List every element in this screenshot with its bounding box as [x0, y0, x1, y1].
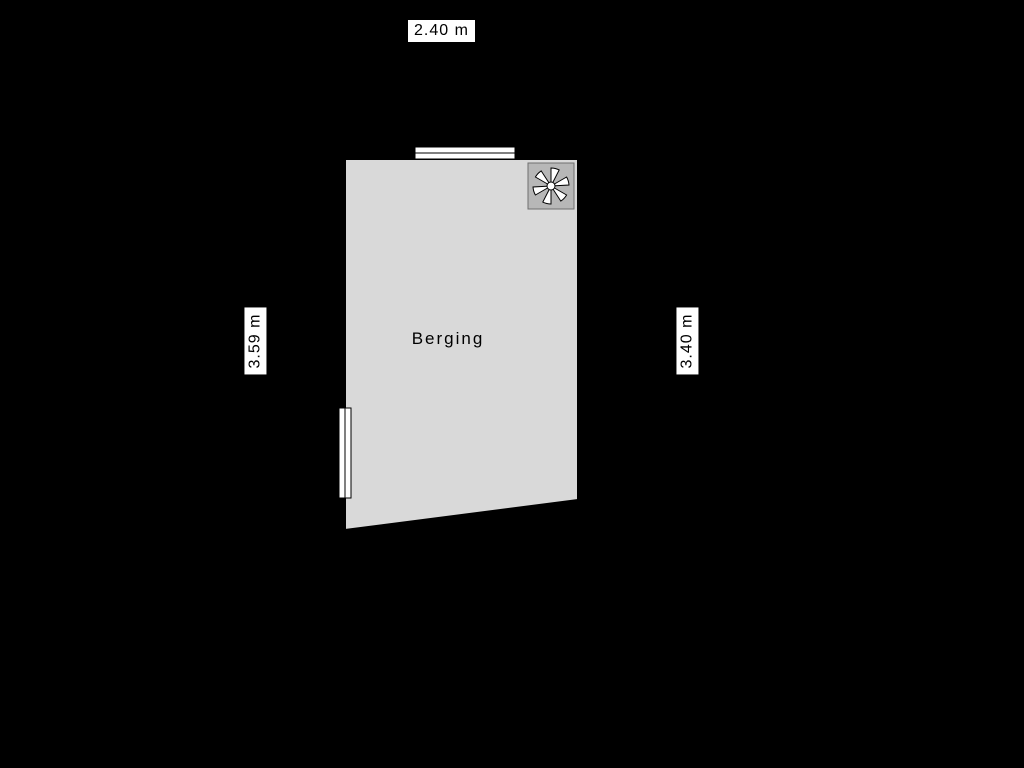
floorplan-svg: Berging — [0, 0, 1024, 768]
dimension-left: 3.59 m — [244, 308, 266, 375]
dimension-top: 2.40 m — [408, 20, 475, 42]
room-label: Berging — [412, 329, 485, 348]
dimension-right: 3.40 m — [676, 308, 698, 375]
floorplan-stage: Berging 2.40 m 3.59 m 3.40 m — [0, 0, 1024, 768]
